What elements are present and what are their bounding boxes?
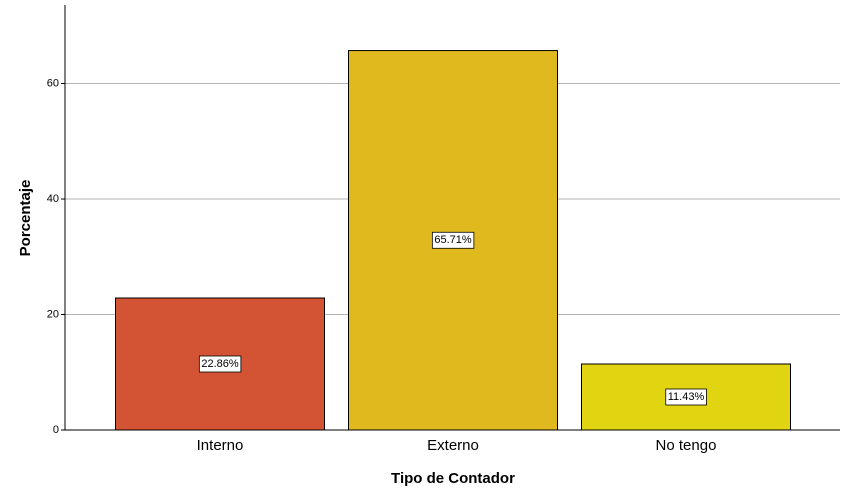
y-axis-title: Porcentaje <box>17 180 34 257</box>
value-label: 11.43% <box>668 391 705 403</box>
value-label-box <box>198 355 242 373</box>
x-tick-label: Interno <box>197 437 244 454</box>
y-tick-label: 60 <box>47 77 59 89</box>
x-axis-title: Tipo de Contador <box>391 470 515 487</box>
x-tick-label: Externo <box>427 437 479 454</box>
y-tick-label: 20 <box>47 308 59 320</box>
y-tick-label: 0 <box>53 424 59 436</box>
y-tick-label: 40 <box>47 193 59 205</box>
value-label: 22.86% <box>201 358 239 370</box>
value-label: 65.71% <box>434 234 472 246</box>
value-label-box <box>431 231 475 249</box>
value-label-box <box>665 388 707 406</box>
x-tick-label: No tengo <box>656 437 717 454</box>
